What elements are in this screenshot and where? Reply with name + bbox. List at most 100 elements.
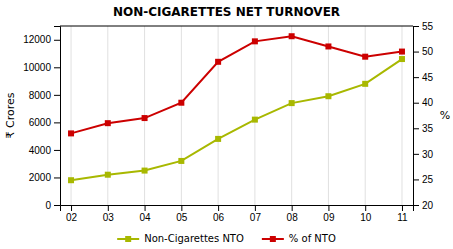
- tick-mark: [328, 205, 329, 211]
- axis-line: [414, 27, 420, 206]
- legend-marker: [125, 236, 131, 242]
- marker: [252, 117, 258, 123]
- marker: [289, 100, 295, 106]
- tick-mark: [413, 205, 419, 206]
- marker: [325, 93, 331, 99]
- tick-label: 07: [250, 212, 262, 223]
- tick-label: 04: [140, 212, 152, 223]
- tick-label: 30: [422, 149, 434, 160]
- y2-axis-label: %: [440, 109, 450, 122]
- tick-mark: [413, 26, 419, 27]
- chart: 0203040506070809101102000400060008000100…: [0, 0, 453, 249]
- tick-label: 06: [213, 212, 225, 223]
- tick-label: 20: [422, 200, 434, 211]
- tick: 09: [323, 205, 335, 223]
- plot: 0203040506070809101102000400060008000100…: [4, 21, 450, 223]
- tick-mark: [413, 128, 419, 129]
- tick-label: 4000: [29, 145, 52, 156]
- tick: 35: [413, 123, 434, 134]
- marks: [68, 33, 405, 183]
- marker: [325, 43, 331, 49]
- tick-label: 09: [323, 212, 335, 223]
- legend-item: Non-Cigarettes NTO: [117, 233, 244, 244]
- tick: 04: [140, 205, 152, 223]
- tick-label: 02: [66, 212, 78, 223]
- tick: 25: [413, 174, 434, 185]
- tick: 8000: [29, 90, 60, 101]
- y-axis-label: ₹ Crores: [4, 92, 17, 138]
- tick: 2000: [29, 172, 60, 183]
- tick-mark: [413, 52, 419, 53]
- marker: [178, 158, 184, 164]
- grid-line: [365, 26, 366, 205]
- tick: 11: [397, 205, 408, 223]
- marker: [105, 120, 111, 126]
- legend-label: Non-Cigarettes NTO: [144, 233, 244, 244]
- tick-label: 8000: [29, 90, 52, 101]
- tick-mark: [255, 205, 256, 211]
- tick: 50: [413, 46, 434, 57]
- tick-mark: [181, 205, 182, 211]
- legend: Non-Cigarettes NTO% of NTO: [117, 233, 336, 244]
- marker: [178, 100, 184, 106]
- grid-line: [181, 26, 182, 205]
- tick-label: 6000: [29, 117, 52, 128]
- grid: [71, 26, 402, 205]
- grid-line: [328, 26, 329, 205]
- tick-label: 11: [397, 212, 408, 223]
- marker: [252, 38, 258, 44]
- tick: 30: [413, 149, 434, 160]
- tick: 12000: [23, 34, 60, 45]
- marker: [399, 49, 405, 55]
- marker: [362, 81, 368, 87]
- tick-mark: [71, 205, 72, 211]
- frame: [60, 26, 413, 27]
- tick: 55: [413, 21, 434, 32]
- marker: [215, 59, 221, 65]
- axis-line: [54, 27, 61, 206]
- tick-mark: [54, 122, 60, 123]
- tick: 45: [413, 72, 434, 83]
- tick-mark: [218, 205, 219, 211]
- tick-mark: [365, 205, 366, 211]
- grid-line: [218, 26, 219, 205]
- tick-label: 35: [422, 123, 434, 134]
- tick-label: 55: [422, 21, 434, 32]
- tick-mark: [54, 67, 60, 68]
- tick-mark: [413, 154, 419, 155]
- tick-label: 45: [422, 72, 434, 83]
- tick-mark: [54, 177, 60, 178]
- tick: 06: [213, 205, 225, 223]
- line: [71, 59, 402, 180]
- tick-label: 50: [422, 46, 434, 57]
- legend-marker: [270, 236, 276, 242]
- tick: 10000: [23, 62, 60, 73]
- tick-mark: [402, 205, 403, 211]
- y-axis: 0 2000 4000 6000 8000 10000 12000: [23, 27, 60, 211]
- marker: [142, 115, 148, 121]
- axis-line: [61, 206, 414, 212]
- tick-mark: [54, 40, 60, 41]
- marker: [142, 168, 148, 174]
- marker: [105, 172, 111, 178]
- tick-mark: [413, 179, 419, 180]
- tick-label: 0: [45, 200, 51, 211]
- tick-mark: [413, 103, 419, 104]
- tick-mark: [108, 205, 109, 211]
- tick: 0: [45, 200, 60, 211]
- y2-axis: 20 25 30 35 40 45 50 55: [413, 21, 434, 211]
- tick-label: 12000: [23, 34, 51, 45]
- tick-label: 40: [422, 97, 434, 108]
- marker: [68, 130, 74, 136]
- grid-line: [107, 26, 108, 205]
- line: [71, 36, 402, 133]
- tick: 02: [66, 205, 78, 223]
- tick: 03: [103, 205, 115, 223]
- tick-mark: [54, 150, 60, 151]
- tick: 10: [360, 205, 372, 223]
- tick-label: 05: [176, 212, 188, 223]
- tick: 4000: [29, 145, 60, 156]
- tick: 40: [413, 97, 434, 108]
- tick: 07: [250, 205, 262, 223]
- tick-label: 10000: [23, 62, 51, 73]
